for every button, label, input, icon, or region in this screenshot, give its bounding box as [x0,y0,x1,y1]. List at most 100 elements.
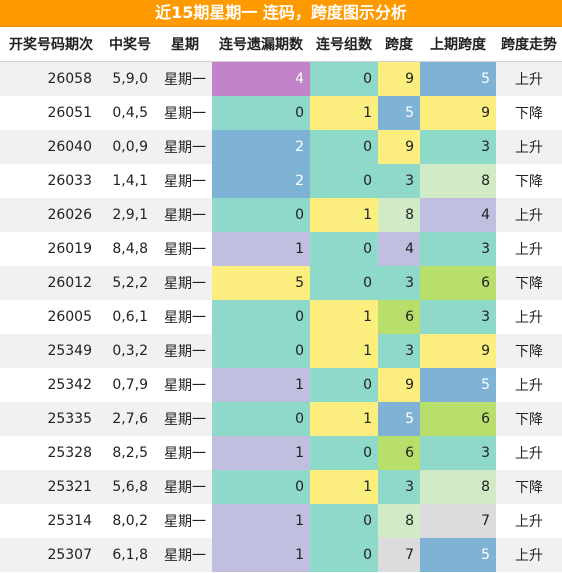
cell-winning-numbers: 0,7,9 [102,368,158,402]
cell-issue: 26051 [0,96,102,130]
table-row: 26040 0,0,9 星期一 2 0 9 3 上升 [0,130,562,164]
cell-consecutive-miss: 0 [212,470,310,504]
cell-consecutive-miss: 0 [212,96,310,130]
cell-issue: 26012 [0,266,102,300]
cell-span-trend: 上升 [496,198,562,232]
cell-consecutive-groups: 1 [310,300,378,334]
col-header-nums: 中奖号 [102,27,158,62]
cell-span-trend: 上升 [496,436,562,470]
cell-winning-numbers: 5,2,2 [102,266,158,300]
cell-span-trend: 下降 [496,164,562,198]
cell-consecutive-miss: 1 [212,436,310,470]
cell-weekday: 星期一 [158,368,212,402]
table-row: 26005 0,6,1 星期一 0 1 6 3 上升 [0,300,562,334]
cell-weekday: 星期一 [158,232,212,266]
cell-consecutive-miss: 5 [212,266,310,300]
cell-consecutive-groups: 0 [310,368,378,402]
cell-weekday: 星期一 [158,164,212,198]
cell-span: 6 [378,300,420,334]
cell-winning-numbers: 6,1,8 [102,538,158,572]
cell-span-trend: 下降 [496,96,562,130]
col-header-trend: 跨度走势 [496,27,562,62]
cell-weekday: 星期一 [158,470,212,504]
table-row: 26012 5,2,2 星期一 5 0 3 6 下降 [0,266,562,300]
table-row: 26019 8,4,8 星期一 1 0 4 3 上升 [0,232,562,266]
table-row: 25314 8,0,2 星期一 1 0 8 7 上升 [0,504,562,538]
table-row: 25328 8,2,5 星期一 1 0 6 3 上升 [0,436,562,470]
cell-weekday: 星期一 [158,334,212,368]
cell-span: 3 [378,164,420,198]
cell-issue: 25349 [0,334,102,368]
cell-winning-numbers: 0,0,9 [102,130,158,164]
cell-consecutive-miss: 1 [212,368,310,402]
cell-span-trend: 下降 [496,402,562,436]
cell-issue: 25314 [0,504,102,538]
cell-consecutive-miss: 1 [212,504,310,538]
cell-consecutive-groups: 0 [310,266,378,300]
col-header-span: 跨度 [378,27,420,62]
cell-winning-numbers: 0,4,5 [102,96,158,130]
cell-winning-numbers: 2,7,6 [102,402,158,436]
cell-weekday: 星期一 [158,96,212,130]
cell-span: 7 [378,538,420,572]
cell-span-trend: 上升 [496,232,562,266]
cell-consecutive-miss: 1 [212,538,310,572]
table-row: 25342 0,7,9 星期一 1 0 9 5 上升 [0,368,562,402]
cell-consecutive-miss: 0 [212,198,310,232]
cell-prev-span: 3 [420,232,496,266]
col-header-week: 星期 [158,27,212,62]
cell-span-trend: 上升 [496,368,562,402]
cell-issue: 25328 [0,436,102,470]
cell-consecutive-groups: 0 [310,538,378,572]
cell-issue: 25321 [0,470,102,504]
col-header-groups: 连号组数 [310,27,378,62]
cell-consecutive-miss: 2 [212,164,310,198]
cell-span: 5 [378,402,420,436]
cell-span-trend: 上升 [496,130,562,164]
cell-consecutive-groups: 1 [310,198,378,232]
cell-span: 8 [378,504,420,538]
col-header-prev-span: 上期跨度 [420,27,496,62]
cell-consecutive-groups: 1 [310,402,378,436]
cell-span: 8 [378,198,420,232]
table-row: 25307 6,1,8 星期一 1 0 7 5 上升 [0,538,562,572]
cell-span-trend: 下降 [496,334,562,368]
cell-consecutive-groups: 1 [310,470,378,504]
cell-issue: 26058 [0,61,102,96]
cell-prev-span: 8 [420,470,496,504]
cell-weekday: 星期一 [158,436,212,470]
table-row: 26058 5,9,0 星期一 4 0 9 5 上升 [0,61,562,96]
cell-prev-span: 9 [420,96,496,130]
cell-prev-span: 3 [420,436,496,470]
header-row: 开奖号码期次 中奖号 星期 连号遗漏期数 连号组数 跨度 上期跨度 跨度走势 [0,27,562,62]
analysis-table: 开奖号码期次 中奖号 星期 连号遗漏期数 连号组数 跨度 上期跨度 跨度走势 2… [0,27,562,572]
page-title: 近15期星期一 连码，跨度图示分析 [0,0,562,27]
cell-span: 9 [378,61,420,96]
cell-issue: 25307 [0,538,102,572]
cell-consecutive-miss: 4 [212,61,310,96]
cell-span-trend: 下降 [496,470,562,504]
table-row: 25335 2,7,6 星期一 0 1 5 6 下降 [0,402,562,436]
cell-weekday: 星期一 [158,198,212,232]
cell-consecutive-groups: 0 [310,504,378,538]
cell-issue: 25335 [0,402,102,436]
cell-prev-span: 6 [420,266,496,300]
cell-span: 9 [378,368,420,402]
cell-winning-numbers: 5,9,0 [102,61,158,96]
cell-weekday: 星期一 [158,402,212,436]
cell-prev-span: 7 [420,504,496,538]
cell-prev-span: 5 [420,61,496,96]
cell-span-trend: 上升 [496,504,562,538]
cell-consecutive-groups: 0 [310,130,378,164]
cell-prev-span: 4 [420,198,496,232]
table-row: 26026 2,9,1 星期一 0 1 8 4 上升 [0,198,562,232]
cell-issue: 26033 [0,164,102,198]
cell-winning-numbers: 8,0,2 [102,504,158,538]
cell-weekday: 星期一 [158,130,212,164]
cell-span-trend: 下降 [496,266,562,300]
cell-span-trend: 上升 [496,300,562,334]
cell-weekday: 星期一 [158,504,212,538]
cell-weekday: 星期一 [158,300,212,334]
table-row: 25321 5,6,8 星期一 0 1 3 8 下降 [0,470,562,504]
cell-span: 9 [378,130,420,164]
